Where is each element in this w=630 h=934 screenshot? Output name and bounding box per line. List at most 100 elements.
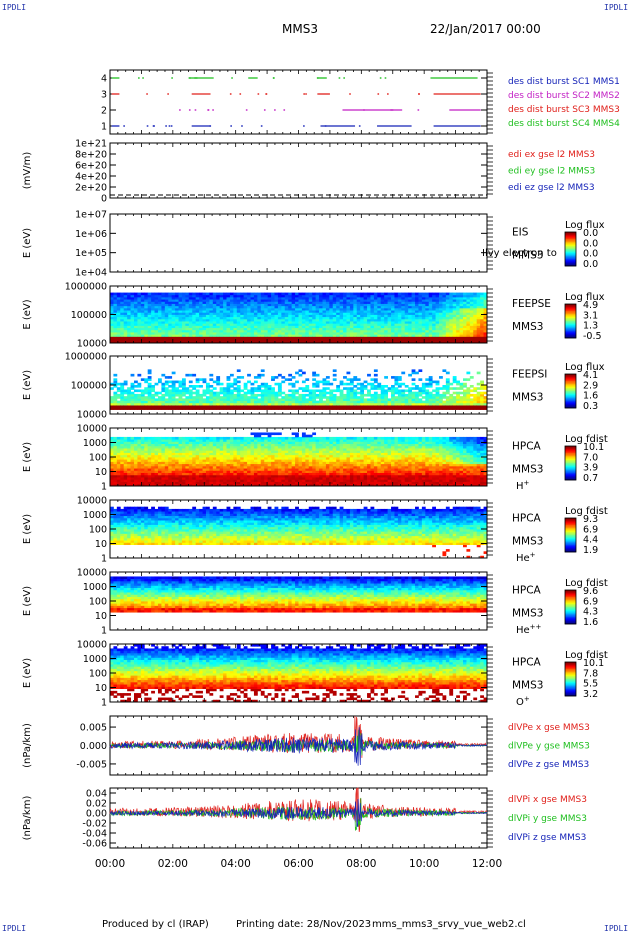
feepse-cell [408,305,412,309]
feepse-cell [442,318,447,322]
feepsi-cell [469,400,474,404]
feepse-cell [373,327,378,331]
feepse-cell [397,325,402,329]
feepse-cell [459,327,464,331]
feepse-cell [336,299,341,302]
burst-dot [194,109,197,111]
feepse-cell [181,296,186,300]
feepse-cell [137,307,142,311]
feepse-cell [110,303,114,307]
feepse-cell [253,294,258,298]
feepsi-cell [161,407,166,410]
feepsi-cell [373,407,378,410]
feepsi-cell [151,402,155,406]
feepsi-spectrogram [110,369,488,410]
feepse-cell [397,299,402,302]
feepsi-cell [154,391,159,395]
feepse-cell [127,336,131,340]
feepse-cell [274,316,279,320]
feepsi-cell [387,400,392,404]
feepsi-cell [188,380,193,384]
feepse-cell [110,325,114,329]
feepse-cell [322,292,327,296]
feepse-cell [397,303,402,307]
feepsi-cell [332,402,337,406]
feepse-cell [353,310,358,313]
feepse-cell [181,323,186,326]
burst-dot [338,77,341,79]
feepse-cell [415,340,419,344]
feepse-cell [123,327,128,331]
feepsi-cell [219,402,224,406]
hpca_h-cell [127,450,131,453]
feepse-cell [432,332,436,335]
feepse-cell [257,334,262,337]
feepse-cell [463,321,467,324]
hpca_h-cell [113,448,118,451]
feepsi-cell [140,398,145,402]
feepse-cell [257,296,262,300]
feepse-cell [432,299,436,302]
feepse-cell [257,329,262,333]
hpca_h-cell [154,436,159,440]
feepsi-colorbar-step [565,393,576,396]
feepse-cell [408,334,412,337]
feepsi-cell [223,398,227,402]
feepse-cell [267,340,272,344]
feepsi-cell [322,382,327,386]
feepsi-cell [267,402,272,406]
feepsi-cell [466,400,471,404]
feepse-cell [116,318,121,322]
feepsi-cell [428,385,433,388]
feepse-cell [408,312,412,315]
feepsi-cell [120,400,125,404]
feepsi-cell [418,389,423,393]
feepse-cell [391,318,395,322]
feepsi-cell [353,378,358,381]
feepsi-cell [260,391,265,395]
hpca_h-cell [110,439,114,442]
feepse-cell [185,292,190,296]
feepsi-cell [305,389,310,393]
feepse-cell [425,314,430,318]
feepse-cell [452,318,457,322]
feepse-cell [151,303,155,307]
feepsi-cell [164,387,169,390]
feepse-cell [123,321,128,324]
feepse-cell [188,307,193,311]
feepse-cell [113,327,118,331]
feepsi-cell [130,373,135,377]
feepse-cell [120,312,125,315]
feepsi-cell [401,407,406,410]
feepse-cell [233,292,238,296]
feepse-cell [480,325,484,329]
feepse-cell [130,310,135,313]
feepse-cell [346,327,351,331]
feepsi-cell [113,398,118,402]
feepse-cell [120,329,125,333]
feepsi-cell [247,407,251,410]
edi-ytick-label: 1e+21 [75,139,107,150]
feepse-cell [394,310,399,313]
feepse-cell [288,303,293,307]
feepsi-cell [418,402,423,406]
feepse-cell [236,299,241,302]
feepse-cell [277,312,282,315]
burst-dot [207,109,210,111]
feepsi-cell [415,396,419,399]
feepse-cell [157,310,162,313]
feepsi-cell [133,396,138,399]
hpca_h-cell [127,457,131,460]
feepsi-cell [247,396,251,399]
feepsi-cell [319,398,323,402]
feepsi-cell [110,402,114,406]
feepse-cell [216,340,221,344]
feepse-cell [404,310,409,313]
feepsi-cell [199,400,203,404]
feepsi-cell [445,380,450,384]
feepse-cell [394,307,399,311]
feepse-cell [315,336,320,340]
hpca_h-cell [137,443,142,447]
feepsi-cell [140,400,145,404]
feepse-cell [384,305,389,309]
